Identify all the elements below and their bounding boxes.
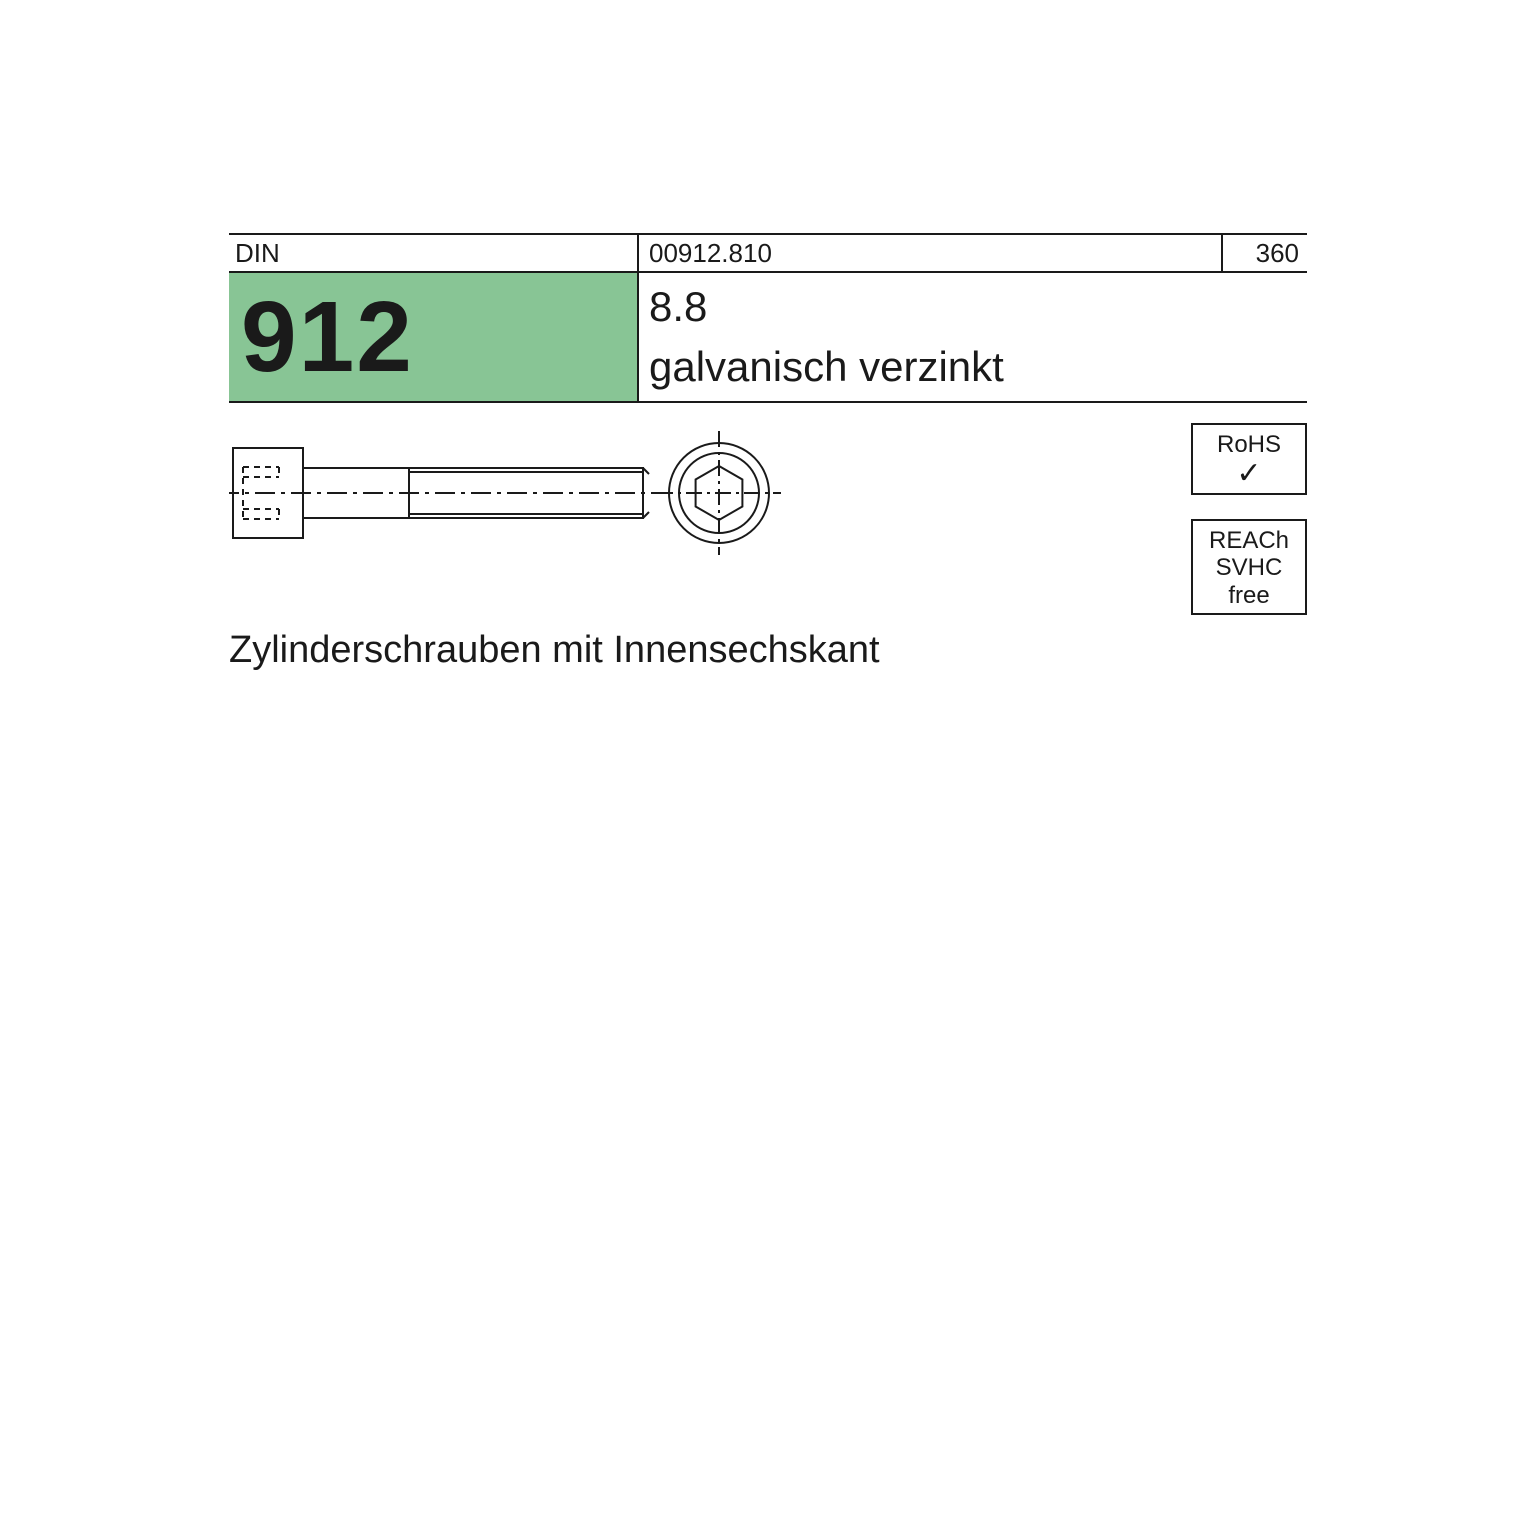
diagram-row: RoHS ✓ REACh SVHC free <box>229 423 1307 623</box>
spec-row: 912 8.8 galvanisch verzinkt <box>229 273 1307 403</box>
product-title: Zylinderschrauben mit Innensechskant <box>229 629 1307 672</box>
datasheet-card: DIN 00912.810 360 912 8.8 galvanisch ver… <box>229 233 1307 672</box>
page-number: 360 <box>1223 235 1307 271</box>
coating: galvanisch verzinkt <box>649 346 1307 388</box>
din-number-block: 912 <box>229 273 639 401</box>
page: DIN 00912.810 360 912 8.8 galvanisch ver… <box>0 0 1536 1536</box>
spec-details: 8.8 galvanisch verzinkt <box>639 273 1307 401</box>
article-code: 00912.810 <box>639 235 1223 271</box>
reach-line2: SVHC <box>1195 554 1303 582</box>
header-row: DIN 00912.810 360 <box>229 233 1307 273</box>
reach-box: REACh SVHC free <box>1191 519 1307 616</box>
screw-diagram <box>229 423 789 573</box>
strength-class: 8.8 <box>649 286 1307 328</box>
compliance-boxes: RoHS ✓ REACh SVHC free <box>1191 423 1307 639</box>
reach-line3: free <box>1195 582 1303 610</box>
rohs-label: RoHS <box>1195 431 1303 459</box>
standard-label: DIN <box>229 235 639 271</box>
reach-line1: REACh <box>1195 527 1303 555</box>
rohs-box: RoHS ✓ <box>1191 423 1307 495</box>
check-icon: ✓ <box>1195 459 1303 489</box>
din-number: 912 <box>241 280 414 395</box>
